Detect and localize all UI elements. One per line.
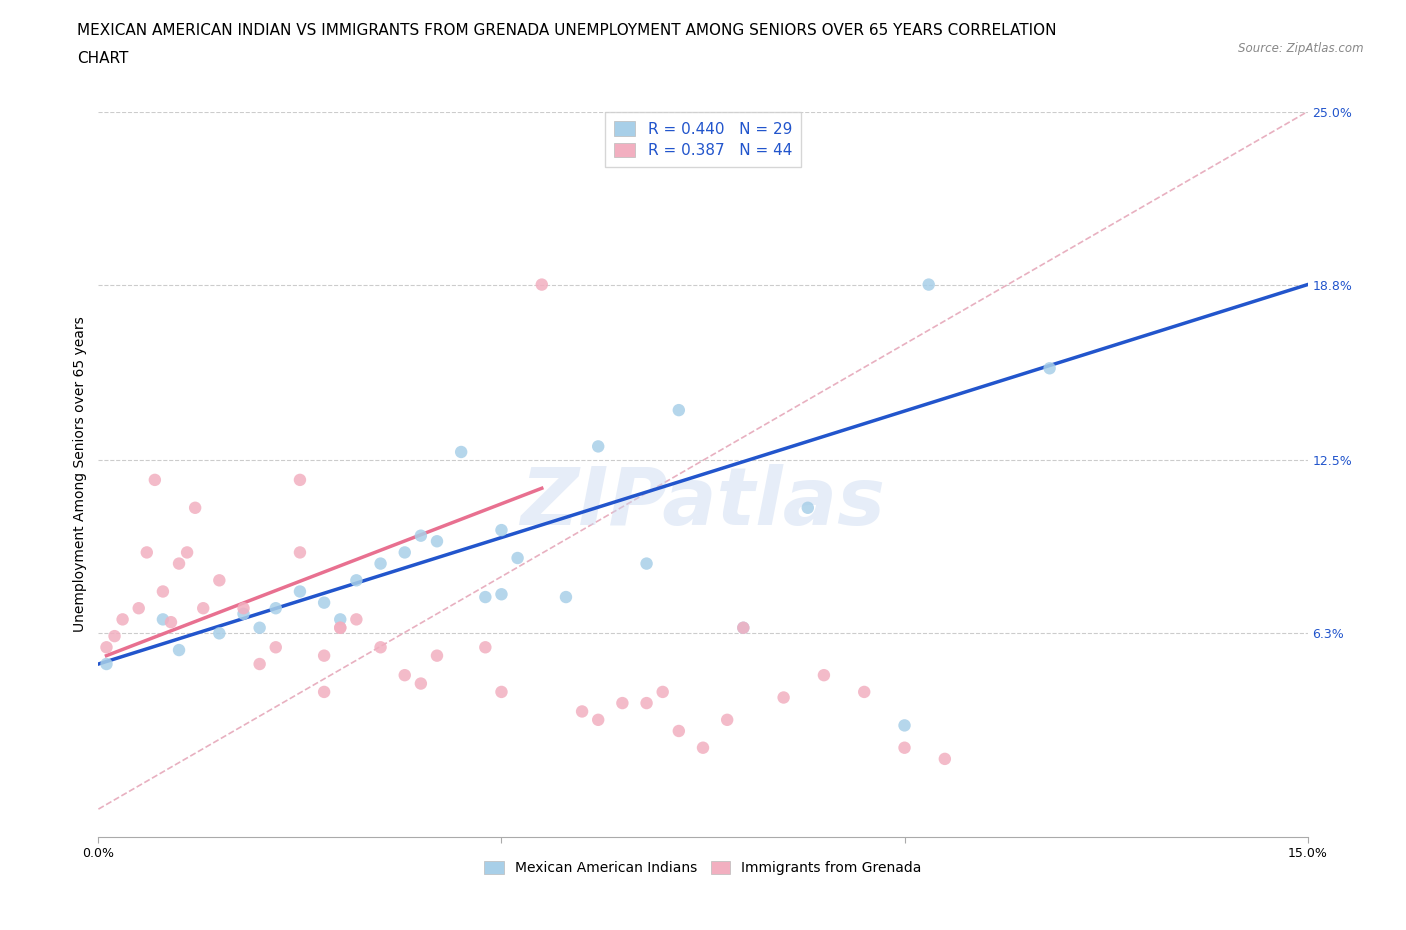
- Point: [193, 601, 215, 616]
- Point: [329, 612, 352, 627]
- Point: [264, 601, 287, 616]
- Point: [103, 629, 125, 644]
- Point: [853, 684, 876, 699]
- Point: [208, 626, 231, 641]
- Point: [370, 640, 392, 655]
- Point: [772, 690, 794, 705]
- Point: [370, 556, 392, 571]
- Point: [152, 584, 174, 599]
- Point: [409, 676, 432, 691]
- Point: [344, 612, 367, 627]
- Point: [636, 556, 658, 571]
- Point: [111, 612, 134, 627]
- Text: MEXICAN AMERICAN INDIAN VS IMMIGRANTS FROM GRENADA UNEMPLOYMENT AMONG SENIORS OV: MEXICAN AMERICAN INDIAN VS IMMIGRANTS FR…: [77, 23, 1057, 38]
- Text: CHART: CHART: [77, 51, 129, 66]
- Point: [586, 439, 609, 454]
- Point: [668, 403, 690, 418]
- Point: [96, 657, 118, 671]
- Point: [314, 648, 336, 663]
- Point: [586, 712, 609, 727]
- Legend: Mexican American Indians, Immigrants from Grenada: Mexican American Indians, Immigrants fro…: [478, 856, 928, 881]
- Point: [426, 648, 449, 663]
- Point: [394, 668, 416, 683]
- Point: [491, 587, 513, 602]
- Point: [450, 445, 472, 459]
- Point: [314, 595, 336, 610]
- Point: [344, 573, 367, 588]
- Point: [329, 620, 352, 635]
- Point: [813, 668, 835, 683]
- Point: [1039, 361, 1062, 376]
- Point: [893, 740, 915, 755]
- Point: [426, 534, 449, 549]
- Point: [208, 573, 231, 588]
- Point: [651, 684, 673, 699]
- Point: [232, 606, 254, 621]
- Point: [249, 657, 271, 671]
- Text: Source: ZipAtlas.com: Source: ZipAtlas.com: [1239, 42, 1364, 55]
- Point: [530, 277, 553, 292]
- Point: [797, 500, 820, 515]
- Point: [96, 640, 118, 655]
- Point: [491, 523, 513, 538]
- Point: [288, 472, 311, 487]
- Point: [232, 601, 254, 616]
- Point: [934, 751, 956, 766]
- Text: ZIPatlas: ZIPatlas: [520, 464, 886, 542]
- Point: [636, 696, 658, 711]
- Point: [733, 620, 755, 635]
- Point: [135, 545, 157, 560]
- Point: [143, 472, 166, 487]
- Point: [176, 545, 198, 560]
- Point: [264, 640, 287, 655]
- Point: [733, 620, 755, 635]
- Y-axis label: Unemployment Among Seniors over 65 years: Unemployment Among Seniors over 65 years: [73, 316, 87, 632]
- Point: [394, 545, 416, 560]
- Point: [893, 718, 915, 733]
- Point: [160, 615, 183, 630]
- Point: [668, 724, 690, 738]
- Point: [716, 712, 738, 727]
- Point: [555, 590, 578, 604]
- Point: [167, 643, 190, 658]
- Point: [474, 640, 496, 655]
- Point: [612, 696, 634, 711]
- Point: [167, 556, 190, 571]
- Point: [409, 528, 432, 543]
- Point: [128, 601, 150, 616]
- Point: [329, 620, 352, 635]
- Point: [184, 500, 207, 515]
- Point: [474, 590, 496, 604]
- Point: [288, 584, 311, 599]
- Point: [692, 740, 714, 755]
- Point: [491, 684, 513, 699]
- Point: [249, 620, 271, 635]
- Point: [314, 684, 336, 699]
- Point: [918, 277, 941, 292]
- Point: [152, 612, 174, 627]
- Point: [506, 551, 529, 565]
- Point: [288, 545, 311, 560]
- Point: [571, 704, 593, 719]
